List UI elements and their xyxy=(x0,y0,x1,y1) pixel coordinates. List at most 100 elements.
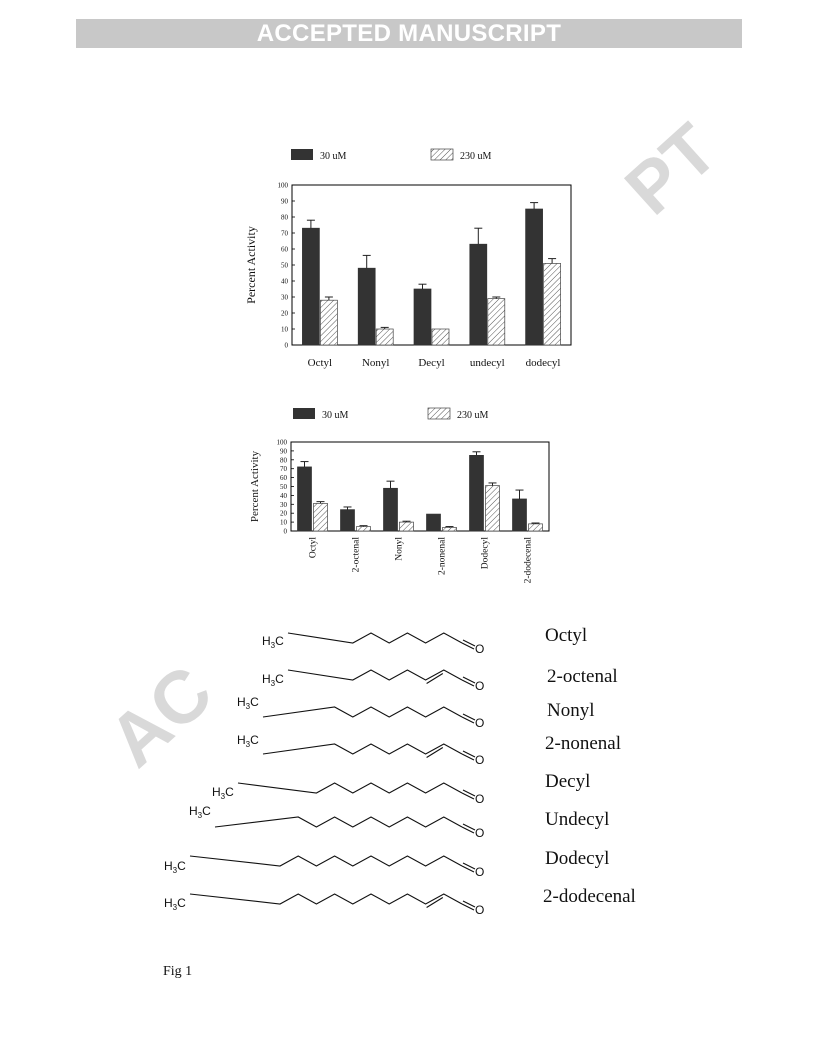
molecule-name: Decyl xyxy=(545,771,591,792)
chart-saturation: 30 uM 230 uM Percent Activity 0102030405060… xyxy=(249,407,550,584)
x-tick-label: 2-nonenal xyxy=(438,537,448,575)
legend-swatch-230um xyxy=(427,407,451,420)
y-tick-label: 70 xyxy=(281,230,289,238)
carbon-chain xyxy=(287,632,463,644)
y-tick-label: 40 xyxy=(280,492,288,500)
x-tick-label: Nonyl xyxy=(362,357,390,369)
molecule-name: 2-nonenal xyxy=(545,733,621,754)
bar-30um xyxy=(525,208,543,346)
carbonyl-bond xyxy=(462,750,476,758)
molecule-name: 2-dodecenal xyxy=(543,886,636,907)
legend-swatch-30um xyxy=(293,408,315,419)
chart-chain-length: 30 uM 230 uM Percent Activity 0 10 20 30 40 50 60… xyxy=(244,148,572,369)
bar-230um xyxy=(485,485,500,532)
methyl-label: H3C xyxy=(164,859,186,875)
molecule-name: 2-octenal xyxy=(547,666,618,687)
y-tick-label: 10 xyxy=(281,326,289,334)
legend-swatch-30um xyxy=(291,149,313,160)
legend-swatch-230um xyxy=(430,148,454,161)
y-tick-label: 50 xyxy=(281,262,289,270)
accepted-manuscript-banner: ACCEPTED MANUSCRIPT xyxy=(76,19,742,48)
carbonyl-bond xyxy=(462,789,476,797)
legend-label-230um: 230 uM xyxy=(460,151,492,162)
y-tick-label: 90 xyxy=(280,447,288,455)
y-tick-label: 30 xyxy=(281,294,289,302)
carbon-chain xyxy=(214,816,463,828)
y-tick-label: 60 xyxy=(281,246,289,254)
carbon-chain xyxy=(262,706,463,718)
molecule-2-dodecenal: O H3C xyxy=(164,893,484,917)
legend-label-30um: 30 uM xyxy=(320,151,347,162)
y-tick-label: 0 xyxy=(285,342,289,350)
y-tick-label: 50 xyxy=(280,483,288,491)
carbonyl-bond xyxy=(461,865,475,873)
x-tick-label: undecyl xyxy=(470,357,505,369)
legend-label-230um: 230 uM xyxy=(457,410,489,421)
molecule-name: Dodecyl xyxy=(545,848,610,869)
carbonyl-bond xyxy=(462,639,476,647)
y-tick-label: 20 xyxy=(281,310,289,318)
bar-230um xyxy=(528,523,543,532)
bar-230um xyxy=(543,263,561,346)
bar-30um xyxy=(383,487,398,532)
y-axis-label: Percent Activity xyxy=(244,226,258,304)
carbonyl-bond xyxy=(462,900,476,908)
x-tick-label: 2-octenal xyxy=(352,537,362,573)
carbonyl-bond xyxy=(461,642,475,650)
carbonyl-bond xyxy=(461,903,475,911)
molecule-octyl: O H3C xyxy=(262,632,484,656)
carbon-chain xyxy=(189,893,463,905)
molecule-decyl: O H3C xyxy=(212,782,484,806)
x-tick-label: Decyl xyxy=(418,357,444,369)
bar-30um xyxy=(413,288,432,346)
y-tick-label: 100 xyxy=(277,439,288,447)
methyl-label: H3C xyxy=(237,695,259,711)
molecule-dodecyl: O H3C xyxy=(164,855,484,879)
y-tick-label: 60 xyxy=(280,474,288,482)
double-bond xyxy=(426,747,444,758)
oxygen-label: O xyxy=(475,716,484,730)
carbon-chain xyxy=(287,669,463,681)
aldehyde-structures: O H3C O H3C O H3C O H3C O H3C O H3C O H3C O H3C xyxy=(164,632,484,917)
bar-30um xyxy=(469,455,484,532)
bar-230um xyxy=(431,328,450,346)
methyl-label: H3C xyxy=(237,733,259,749)
x-tick-label: 2-dodecenal xyxy=(524,537,534,584)
carbonyl-bond xyxy=(462,823,476,831)
oxygen-label: O xyxy=(475,642,484,656)
bar-30um xyxy=(512,498,527,532)
molecule-2-nonenal: O H3C xyxy=(237,733,484,767)
molecule-undecyl: O H3C xyxy=(189,804,484,840)
x-tick-label: Nonyl xyxy=(395,537,405,561)
plot-frame xyxy=(290,441,550,532)
molecule-2-octenal: O H3C xyxy=(262,669,484,693)
carbon-chain xyxy=(189,855,463,867)
bar-230um xyxy=(356,526,371,532)
x-tick-label: dodecyl xyxy=(526,357,561,369)
molecule-name: Nonyl xyxy=(547,700,595,721)
methyl-label: H3C xyxy=(262,634,284,650)
y-tick-label: 90 xyxy=(281,198,289,206)
y-tick-label: 70 xyxy=(280,465,288,473)
bar-30um xyxy=(297,466,312,532)
oxygen-label: O xyxy=(475,826,484,840)
methyl-label: H3C xyxy=(212,785,234,801)
carbonyl-bond xyxy=(461,753,475,761)
bar-30um xyxy=(357,267,376,346)
bar-230um xyxy=(375,328,394,346)
y-tick-label: 80 xyxy=(280,456,288,464)
carbon-chain xyxy=(237,782,463,794)
molecule-name: Octyl xyxy=(545,625,588,646)
carbonyl-bond xyxy=(462,713,476,721)
y-tick-label: 10 xyxy=(280,519,288,527)
oxygen-label: O xyxy=(475,865,484,879)
oxygen-label: O xyxy=(475,903,484,917)
x-tick-label: Octyl xyxy=(309,537,319,558)
oxygen-label: O xyxy=(475,792,484,806)
bar-30um xyxy=(469,243,488,346)
x-tick-label: Octyl xyxy=(308,357,332,369)
figure-label: Fig 1 xyxy=(163,964,193,979)
bar-230um xyxy=(487,298,506,346)
carbonyl-bond xyxy=(461,792,475,800)
bar-230um xyxy=(442,527,457,532)
